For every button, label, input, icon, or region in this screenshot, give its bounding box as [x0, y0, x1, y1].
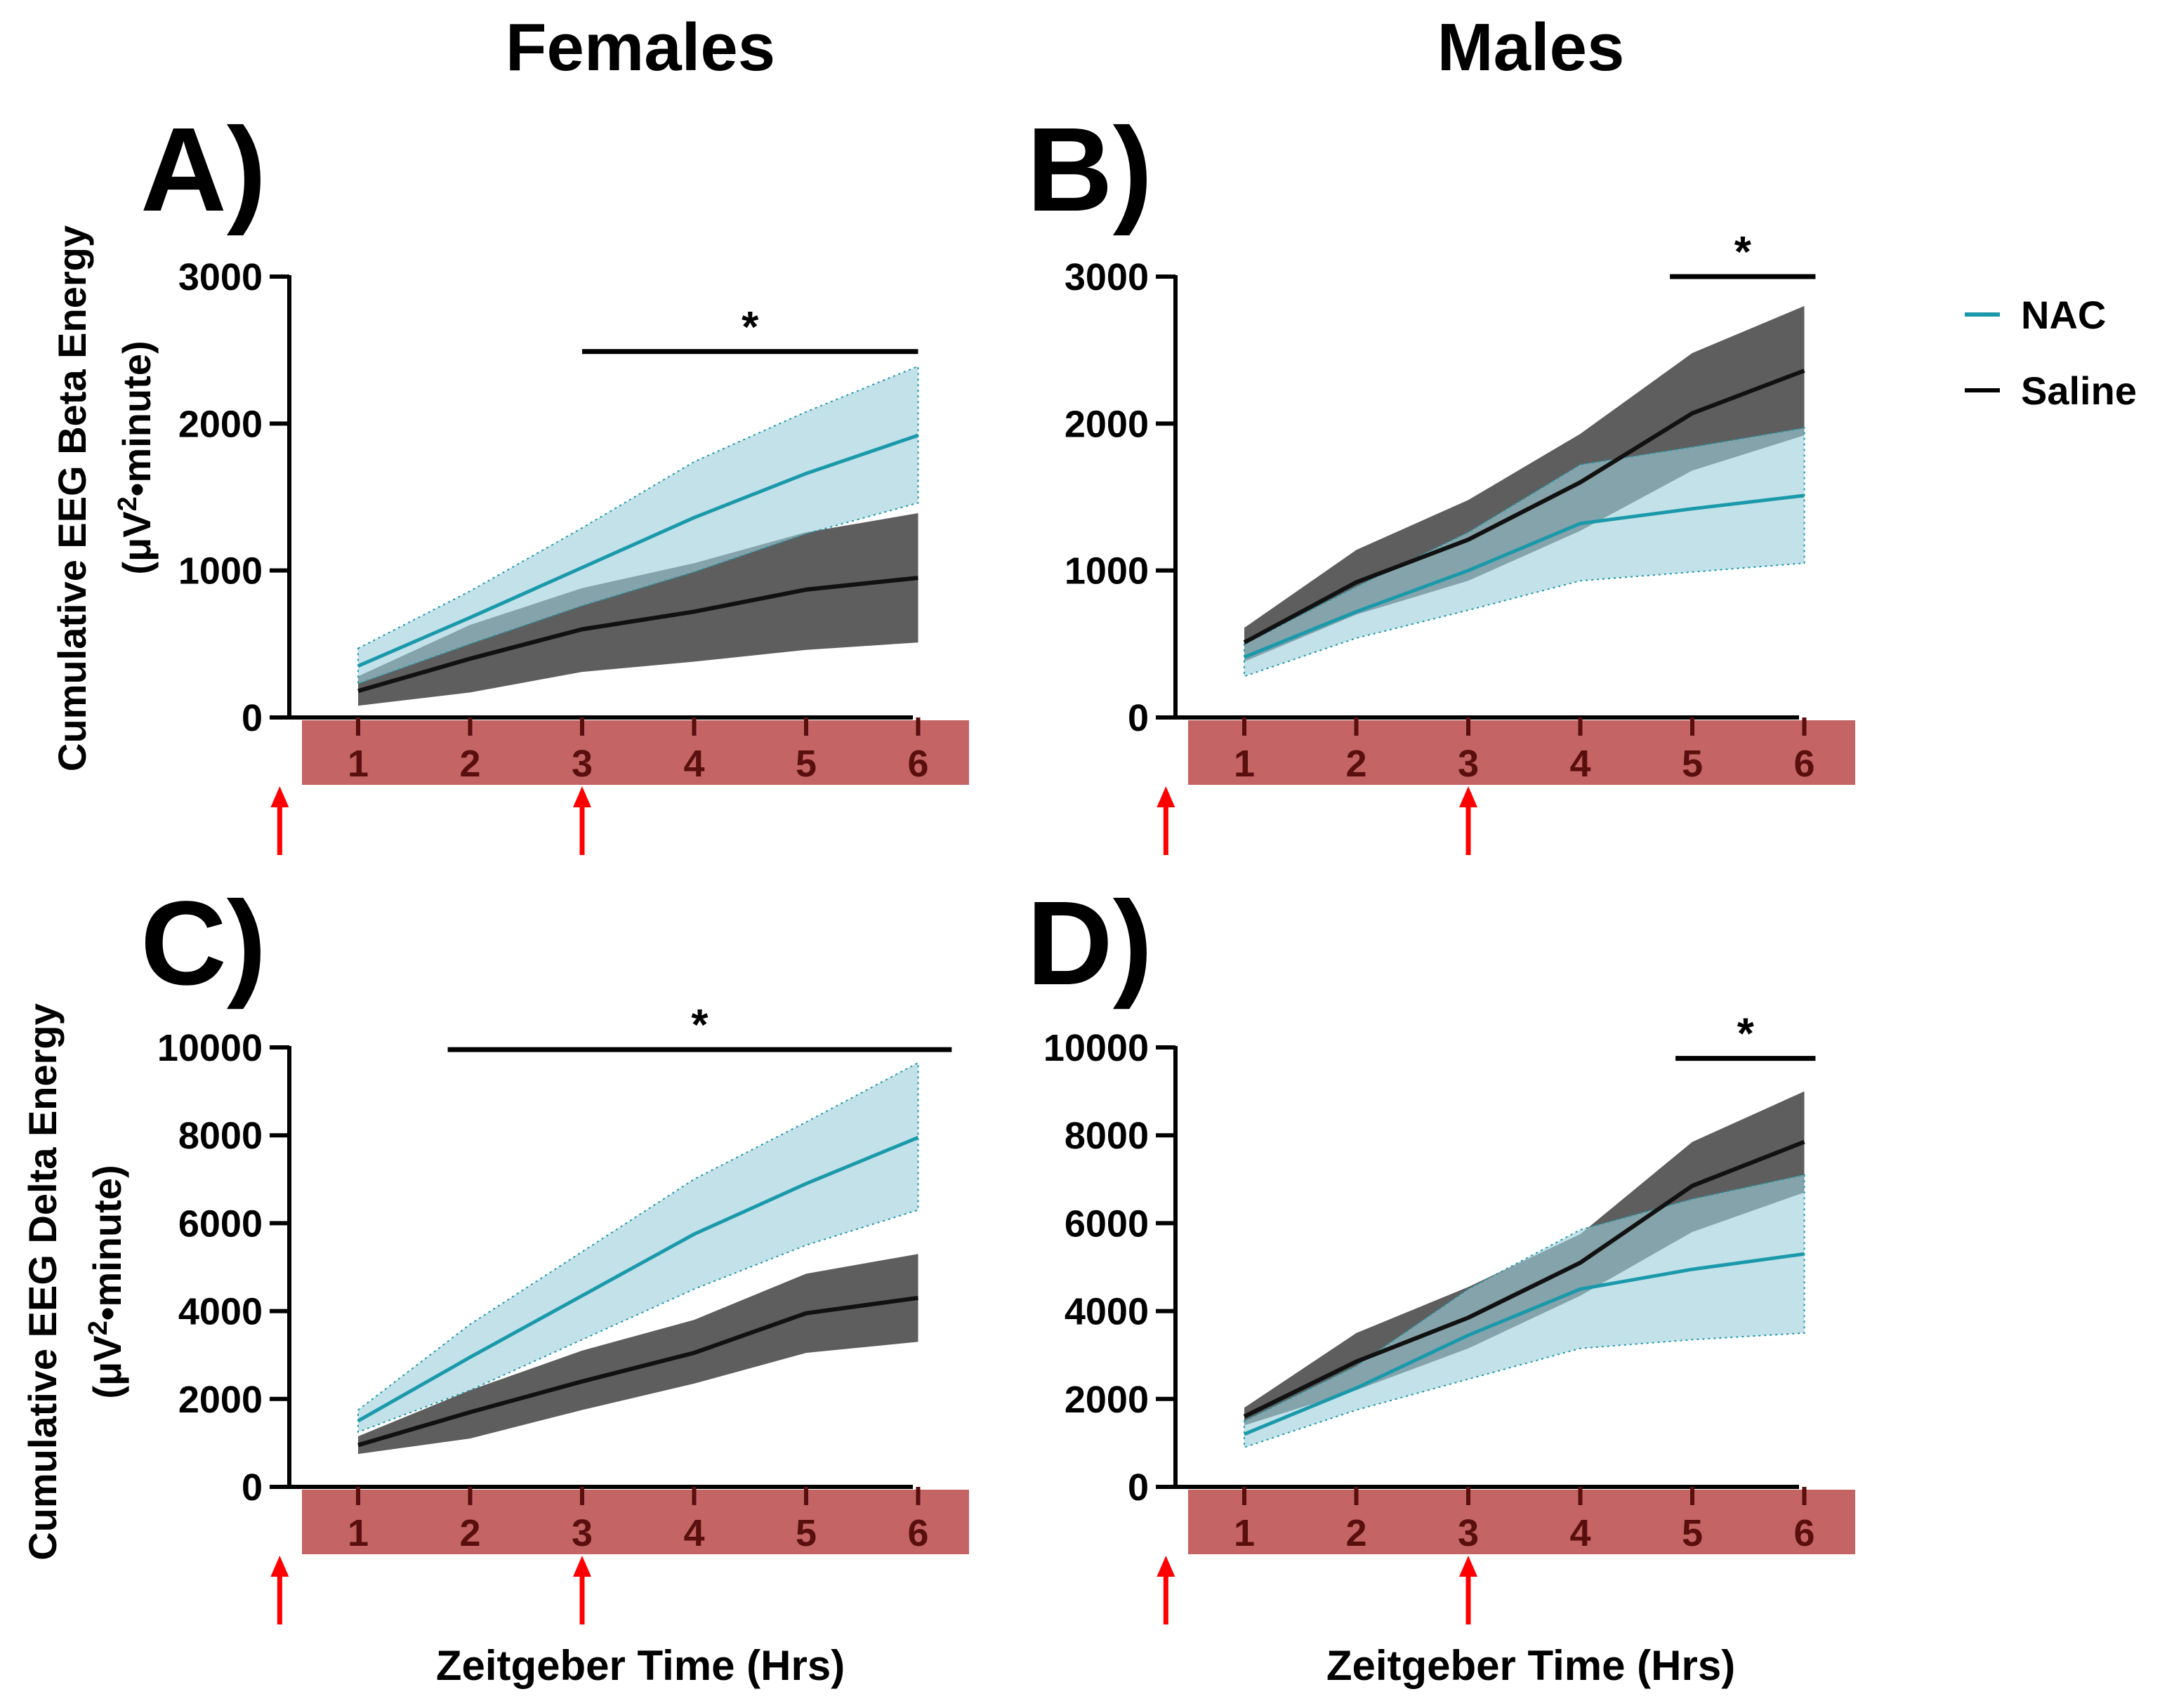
- x-tick-label: 5: [1682, 1512, 1703, 1554]
- x-tick-label: 4: [1569, 743, 1590, 785]
- panel-d: D) 0 2000 4000 6000 8000 10000 1 2 3 4 5 6 *: [1027, 877, 1855, 1624]
- nac-error-band: [1244, 427, 1805, 677]
- panel-letter: C): [140, 877, 266, 1010]
- legend: NAC Saline: [1965, 293, 2137, 413]
- saline-line: [357, 576, 918, 694]
- x-tick-label: 3: [572, 1512, 593, 1554]
- significance-star: *: [691, 1001, 709, 1050]
- y-tick-label: 4000: [1065, 1291, 1149, 1333]
- nac-line: [357, 1135, 919, 1423]
- y-tick-label: 0: [1128, 1467, 1149, 1509]
- y-tick-label: 0: [1128, 697, 1149, 739]
- y-tick-label: 10000: [1043, 1027, 1149, 1069]
- x-tick-label: 2: [1345, 1512, 1366, 1554]
- x-axis-title-left: Zeitgeber Time (Hrs): [436, 1642, 845, 1689]
- x-tick-label: 6: [907, 1512, 928, 1554]
- column-title-males: Males: [1437, 10, 1625, 85]
- y-tick-label: 0: [242, 697, 263, 739]
- dark-phase-bar: [1188, 720, 1855, 785]
- significance-star: *: [742, 303, 759, 352]
- injection-arrow-head: [1157, 786, 1175, 807]
- x-tick-label: 6: [1793, 1512, 1814, 1554]
- y-axis-title-beta-line1: Cumulative EEG Beta Energy: [50, 225, 94, 772]
- nac-line: [1244, 1252, 1805, 1436]
- nac-line: [357, 433, 919, 668]
- y-tick-label: 1000: [178, 550, 263, 592]
- injection-arrow-head: [1459, 1556, 1477, 1577]
- injection-arrow-head: [573, 1556, 591, 1577]
- panel-b: B) 0 1000 2000 3000 1 2 3 4 5 6 *: [1027, 103, 1855, 855]
- y-axis-title-delta-line2: (μV2•minute): [84, 1165, 129, 1398]
- injection-arrow-head: [1157, 1556, 1175, 1577]
- y-tick-label: 2000: [1065, 1379, 1149, 1421]
- x-tick-label: 5: [796, 1512, 817, 1554]
- saline-error-band: [358, 513, 918, 706]
- y-axis-title-delta-pre: (μV: [85, 1335, 129, 1398]
- x-tick-label: 1: [1234, 743, 1255, 785]
- x-tick-label: 5: [796, 743, 817, 785]
- panel-c: C) 0 2000 4000 6000 8000 10000 1 2 3 4 5 6 *: [140, 877, 969, 1624]
- y-tick-label: 8000: [1065, 1115, 1149, 1157]
- panel-letter: A): [140, 103, 266, 237]
- y-tick-label: 1000: [1065, 550, 1149, 592]
- panel-a: A) 0 1000 2000 3000 1 2 3 4 5 6 *: [140, 103, 969, 855]
- dark-phase-bar: [302, 720, 969, 785]
- saline-line: [1243, 369, 1805, 644]
- y-tick-label: 0: [242, 1467, 263, 1509]
- nac-line: [1244, 494, 1805, 659]
- x-tick-label: 1: [1234, 1512, 1255, 1554]
- injection-arrow-head: [573, 786, 591, 807]
- x-tick-label: 4: [1569, 1512, 1590, 1554]
- y-axis-title-beta-pre: (μV: [114, 511, 159, 574]
- x-tick-label: 2: [1345, 743, 1366, 785]
- injection-arrow-head: [1459, 786, 1477, 807]
- x-tick-label: 3: [1458, 1512, 1479, 1554]
- y-axis-title-beta-sup: 2: [113, 496, 143, 511]
- dark-phase-bar: [1188, 1490, 1855, 1554]
- nac-error-band: [357, 1061, 919, 1434]
- y-tick-label: 2000: [1065, 403, 1149, 445]
- saline-line: [1243, 1139, 1805, 1419]
- injection-arrow-head: [270, 786, 289, 807]
- y-axis-title-delta-post: •minute): [85, 1165, 129, 1320]
- x-tick-label: 2: [459, 1512, 480, 1554]
- y-tick-label: 8000: [178, 1115, 263, 1157]
- y-tick-label: 6000: [1065, 1203, 1149, 1245]
- x-tick-label: 6: [1793, 743, 1814, 785]
- x-axis-title-right: Zeitgeber Time (Hrs): [1326, 1642, 1735, 1689]
- x-tick-label: 4: [683, 743, 704, 785]
- x-tick-label: 1: [348, 743, 369, 785]
- x-tick-label: 3: [1458, 743, 1479, 785]
- significance-star: *: [1734, 228, 1752, 277]
- y-tick-label: 3000: [1065, 256, 1149, 298]
- x-tick-label: 2: [459, 743, 480, 785]
- column-title-females: Females: [506, 10, 775, 85]
- y-tick-label: 3000: [178, 256, 263, 298]
- panel-letter: B): [1027, 103, 1152, 237]
- y-axis-title-delta-line1: Cumulative EEG Delta Energy: [20, 1003, 65, 1561]
- significance-star: *: [1737, 1010, 1755, 1059]
- panel-letter: D): [1027, 877, 1152, 1010]
- x-tick-label: 3: [572, 743, 593, 785]
- saline-line: [357, 1295, 918, 1448]
- y-tick-label: 2000: [178, 403, 263, 445]
- legend-label-nac: NAC: [2021, 293, 2106, 337]
- y-axis-title-delta-sup: 2: [84, 1320, 113, 1335]
- injection-arrow-head: [270, 1556, 289, 1577]
- y-axis-title-beta-line2: (μV2•minute): [113, 340, 159, 574]
- x-tick-label: 6: [907, 743, 928, 785]
- y-axis-title-beta-post: •minute): [114, 340, 159, 496]
- saline-error-band: [1244, 1091, 1805, 1426]
- x-tick-label: 5: [1682, 743, 1703, 785]
- y-tick-label: 4000: [178, 1291, 263, 1333]
- legend-label-saline: Saline: [2021, 369, 2137, 413]
- y-tick-label: 10000: [157, 1027, 263, 1069]
- dark-phase-bar: [302, 1490, 969, 1554]
- y-tick-label: 6000: [178, 1203, 263, 1245]
- x-tick-label: 1: [348, 1512, 369, 1554]
- x-tick-label: 4: [683, 1512, 704, 1554]
- y-tick-label: 2000: [178, 1379, 263, 1421]
